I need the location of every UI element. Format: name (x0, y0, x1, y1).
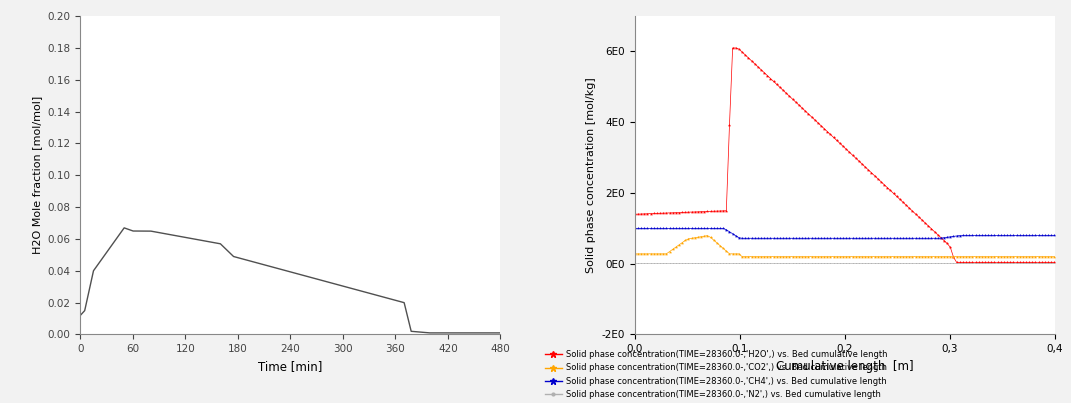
X-axis label: Time [min]: Time [min] (258, 360, 322, 373)
X-axis label: Cumulative length  [m]: Cumulative length [m] (776, 360, 914, 373)
Y-axis label: Solid phase concentration [mol/kg]: Solid phase concentration [mol/kg] (586, 77, 597, 273)
Y-axis label: H2O Mole fraction [mol/mol]: H2O Mole fraction [mol/mol] (32, 96, 42, 254)
Legend: Solid phase concentration(TIME=28360.0-,'H2O',) vs. Bed cumulative length, Solid: Solid phase concentration(TIME=28360.0-,… (545, 350, 888, 399)
